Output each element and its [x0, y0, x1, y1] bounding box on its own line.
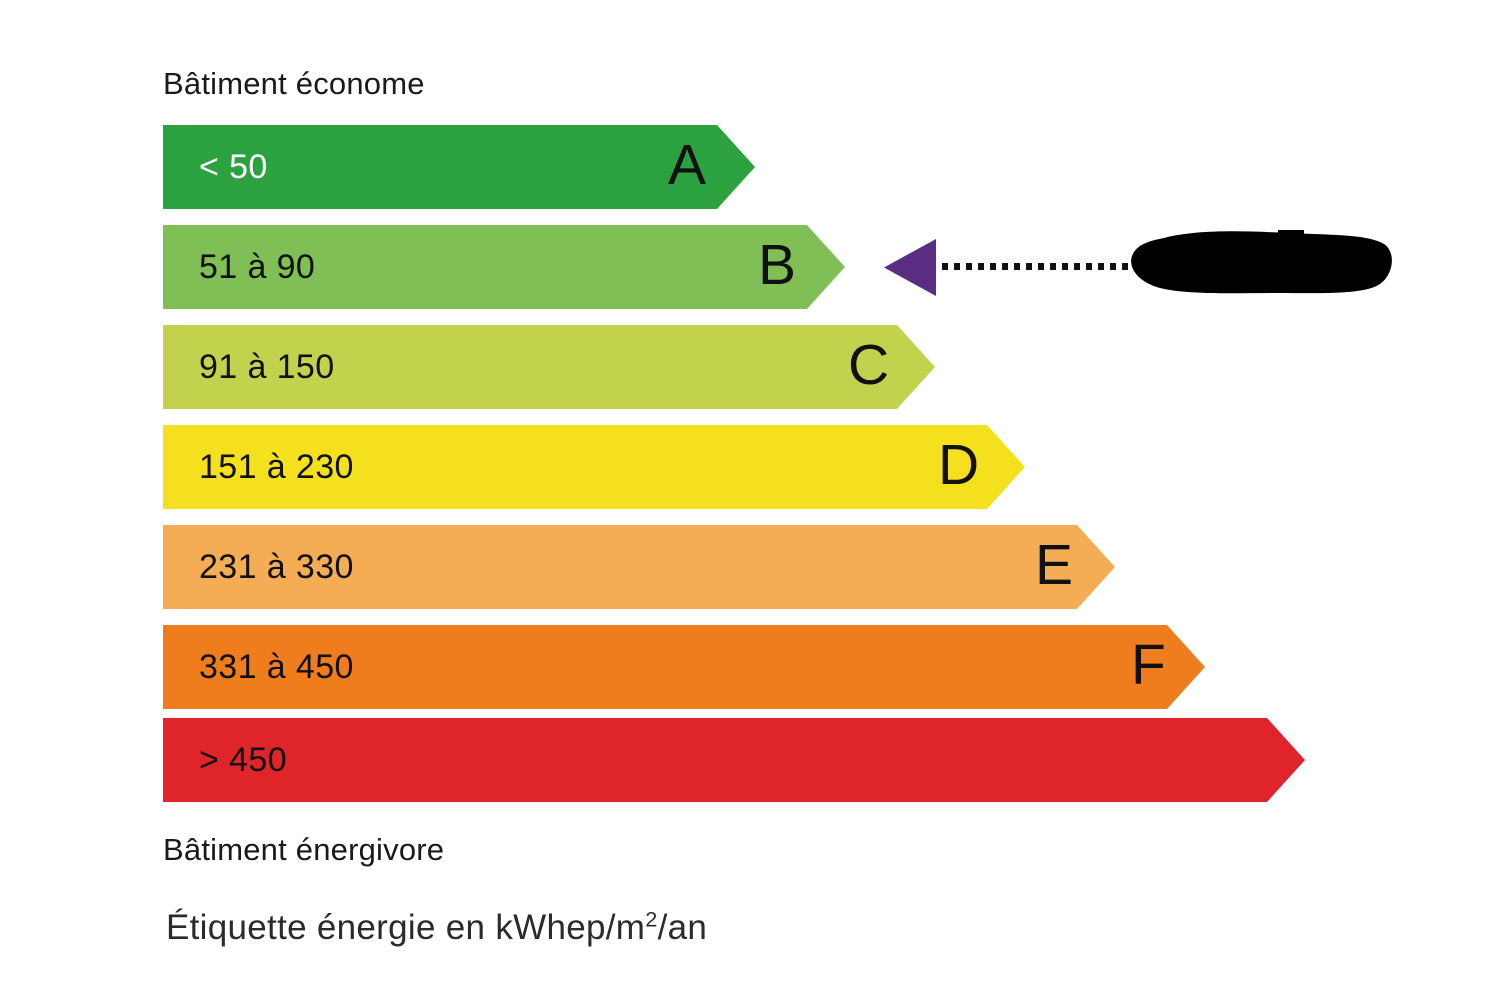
- bar-range-label-e: 231 à 330: [199, 548, 354, 586]
- class-marker-arrow: [884, 239, 936, 296]
- energy-class-bar-f: 331 à 450 F: [163, 625, 1205, 709]
- bar-class-letter-a: A: [668, 133, 707, 197]
- marker-connector-dotted-line: [942, 263, 1132, 270]
- unit-caption-superscript: 2: [645, 906, 658, 932]
- bottom-caption: Bâtiment énergivore: [163, 832, 445, 867]
- energy-class-bar-g: > 450: [163, 718, 1305, 802]
- bar-class-letter-e: E: [1035, 533, 1074, 597]
- bar-range-label-a: < 50: [199, 148, 268, 186]
- top-caption: Bâtiment économe: [163, 66, 425, 101]
- unit-caption-suffix: /an: [657, 908, 708, 947]
- bar-class-letter-d: D: [938, 433, 980, 497]
- bar-range-label-f: 331 à 450: [199, 648, 354, 686]
- bar-class-letter-c: C: [848, 333, 890, 397]
- bar-arrow-shape-b: [163, 225, 845, 309]
- bar-arrow-shape-g: [163, 718, 1305, 802]
- bar-arrow-shape-d: [163, 425, 1025, 509]
- bar-range-label-d: 151 à 230: [199, 448, 354, 486]
- bar-range-label-g: > 450: [199, 741, 288, 779]
- bar-class-letter-b: B: [758, 233, 797, 297]
- bar-range-label-b: 51 à 90: [199, 248, 316, 286]
- energy-class-bar-c: 91 à 150 C: [163, 325, 935, 409]
- energy-class-bar-a: < 50 A: [163, 125, 755, 209]
- bar-arrow-shape-a: [163, 125, 755, 209]
- energy-class-bar-e: 231 à 330 E: [163, 525, 1115, 609]
- bar-arrow-shape-e: [163, 525, 1115, 609]
- redacted-value-blob: [1128, 228, 1396, 298]
- bar-arrow-shape-c: [163, 325, 935, 409]
- energy-class-bar-d: 151 à 230 D: [163, 425, 1025, 509]
- unit-caption-prefix: Étiquette énergie en kWhep/m: [166, 908, 646, 947]
- black-scribble-redaction-icon: [1131, 230, 1392, 294]
- triangle-left-icon: [884, 239, 936, 296]
- energy-class-bar-b: 51 à 90 B: [163, 225, 845, 309]
- bar-range-label-c: 91 à 150: [199, 348, 335, 386]
- bar-arrow-shape-f: [163, 625, 1205, 709]
- bar-class-letter-f: F: [1131, 633, 1166, 697]
- unit-caption: Étiquette énergie en kWhep/m2/an: [166, 908, 707, 948]
